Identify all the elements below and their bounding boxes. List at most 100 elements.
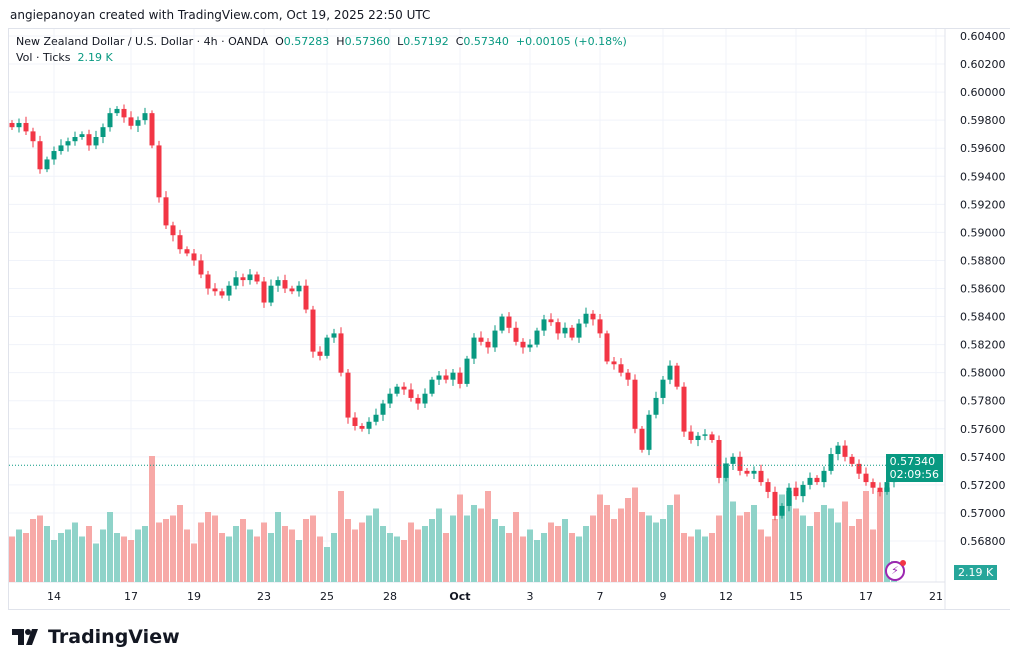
- candle-body: [674, 365, 680, 387]
- candle-body: [660, 379, 666, 398]
- volume-bar: [58, 533, 64, 582]
- candle-body: [828, 454, 834, 471]
- volume-bar: [352, 529, 358, 582]
- volume-bar: [51, 540, 57, 582]
- candle-body: [37, 141, 43, 170]
- candle-body: [730, 456, 736, 464]
- x-tick-label: 7: [597, 590, 604, 603]
- candle-body: [9, 122, 15, 128]
- volume-bar: [177, 505, 183, 582]
- symbol-title[interactable]: New Zealand Dollar / U.S. Dollar · 4h · …: [16, 35, 269, 48]
- candle-body: [800, 484, 806, 497]
- low-value: 0.57192: [403, 35, 449, 48]
- candle-body: [268, 285, 274, 303]
- candle-body: [611, 361, 617, 365]
- candle-body: [387, 393, 393, 404]
- volume-bar: [163, 519, 169, 582]
- volume-bar: [744, 512, 750, 582]
- volume-bar: [240, 519, 246, 582]
- y-tick-label: 0.57600: [960, 423, 1006, 436]
- candle-body: [555, 322, 561, 334]
- volume-bar: [478, 508, 484, 582]
- x-tick-label: 15: [789, 590, 803, 603]
- volume-bar: [625, 498, 631, 582]
- y-tick-label: 0.57400: [960, 451, 1006, 464]
- volume-bar: [842, 501, 848, 582]
- candle-body: [254, 274, 260, 282]
- volume-bar: [226, 536, 232, 582]
- volume-bar: [632, 487, 638, 582]
- volume-bar: [142, 526, 148, 582]
- candle-body: [499, 316, 505, 331]
- volume-bar: [541, 533, 547, 582]
- y-tick-label: 0.60400: [960, 30, 1006, 43]
- volume-bar: [730, 501, 736, 582]
- volume-bar: [303, 519, 309, 582]
- volume-bar: [436, 508, 442, 582]
- last-price-tag: 0.57340 02:09:56: [885, 454, 943, 482]
- volume-bar: [877, 491, 883, 582]
- candle-body: [44, 159, 50, 170]
- volume-bar: [709, 533, 715, 582]
- candle-body: [716, 440, 722, 478]
- volume-bar: [30, 519, 36, 582]
- candle-body: [506, 316, 512, 328]
- candle-body: [394, 386, 400, 394]
- candle-body: [261, 281, 267, 303]
- candle-body: [58, 145, 64, 152]
- volume-label[interactable]: Vol · Ticks: [16, 51, 71, 64]
- volume-bar: [408, 522, 414, 582]
- candle-body: [142, 113, 148, 121]
- volume-bar: [800, 515, 806, 582]
- volume-bar: [121, 536, 127, 582]
- volume-bar: [464, 515, 470, 582]
- x-tick-label: 21: [929, 590, 943, 603]
- candle-body: [702, 434, 708, 436]
- volume-bar: [16, 529, 22, 582]
- volume-bar: [86, 526, 92, 582]
- lightning-icon[interactable]: ⚡: [885, 560, 906, 581]
- candle-body: [79, 134, 85, 138]
- volume-bar: [716, 515, 722, 582]
- close-value: 0.57340: [463, 35, 509, 48]
- candle-body: [464, 358, 470, 384]
- y-tick-label: 0.59000: [960, 226, 1006, 239]
- candle-body: [114, 108, 120, 114]
- candle-body: [632, 379, 638, 429]
- y-tick-label: 0.57800: [960, 395, 1006, 408]
- candle-body: [247, 274, 253, 281]
- candle-body: [219, 291, 225, 296]
- volume-bar: [786, 491, 792, 582]
- volume-bar: [513, 512, 519, 582]
- volume-bar: [569, 533, 575, 582]
- y-tick-label: 0.58600: [960, 283, 1006, 296]
- volume-bar: [338, 491, 344, 582]
- volume-bar: [534, 540, 540, 582]
- candle-body: [625, 372, 631, 380]
- candle-body: [65, 141, 71, 146]
- candle-body: [415, 397, 421, 404]
- candle-body: [639, 428, 645, 450]
- volume-bar: [520, 536, 526, 582]
- candle-body: [520, 341, 526, 348]
- candle-body: [121, 108, 127, 118]
- candle-body: [513, 327, 519, 342]
- candle-body: [534, 330, 540, 345]
- volume-bar: [128, 540, 134, 582]
- candle-body: [842, 445, 848, 457]
- volume-bar: [261, 522, 267, 582]
- volume-bar: [275, 512, 281, 582]
- candle-body: [688, 431, 694, 441]
- candle-body: [23, 122, 29, 132]
- x-tick-label: 3: [527, 590, 534, 603]
- volume-bar: [387, 533, 393, 582]
- candle-body: [590, 313, 596, 320]
- candle-body: [289, 288, 295, 292]
- candle-body: [478, 337, 484, 342]
- candle-body: [135, 120, 141, 126]
- candle-body: [86, 134, 92, 146]
- tradingview-logo[interactable]: TradingView: [12, 626, 180, 648]
- candle-body: [233, 277, 239, 286]
- candle-body: [597, 319, 603, 334]
